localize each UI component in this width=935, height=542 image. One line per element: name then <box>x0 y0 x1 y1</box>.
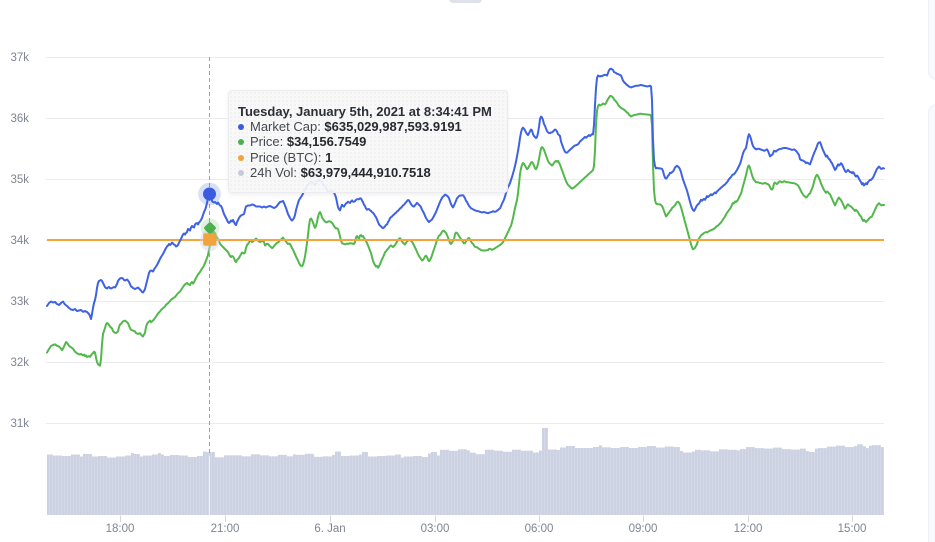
svg-text:34k: 34k <box>10 235 29 247</box>
svg-text:6. Jan: 6. Jan <box>314 523 345 535</box>
svg-text:31k: 31k <box>10 418 29 430</box>
svg-text:15:00: 15:00 <box>838 523 867 535</box>
svg-text:32k: 32k <box>10 357 29 369</box>
svg-text:36k: 36k <box>10 113 29 125</box>
svg-text:18:00: 18:00 <box>106 523 135 535</box>
svg-text:37k: 37k <box>10 52 29 64</box>
svg-text:33k: 33k <box>10 296 29 308</box>
svg-text:06:00: 06:00 <box>525 523 554 535</box>
svg-text:12:00: 12:00 <box>734 523 763 535</box>
svg-text:09:00: 09:00 <box>629 523 658 535</box>
svg-text:03:00: 03:00 <box>421 523 450 535</box>
svg-text:21:00: 21:00 <box>211 523 240 535</box>
svg-text:35k: 35k <box>10 174 29 186</box>
